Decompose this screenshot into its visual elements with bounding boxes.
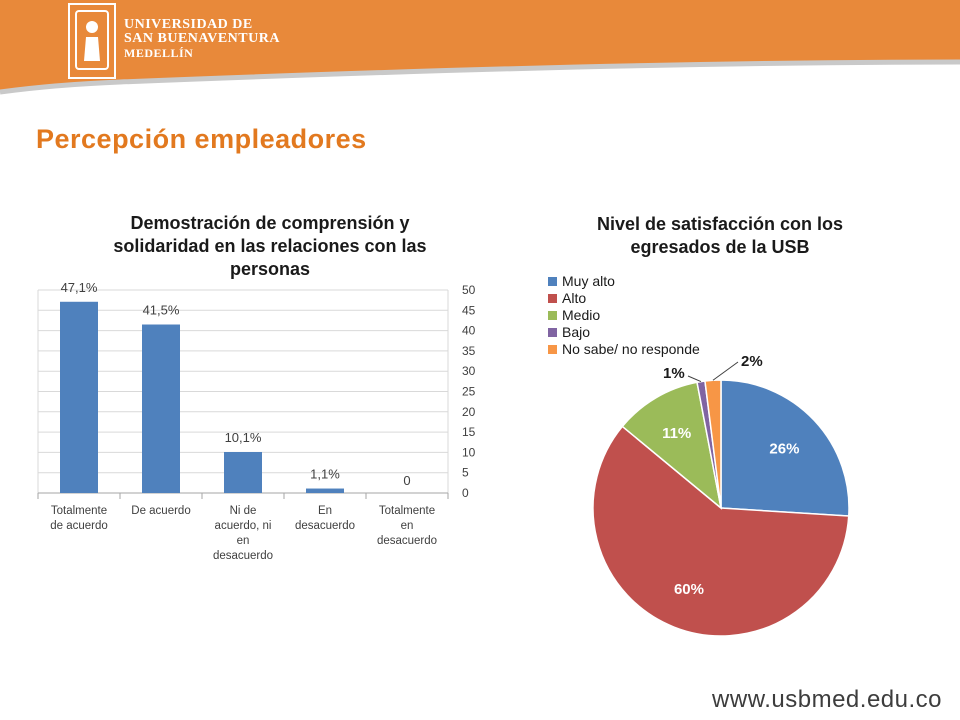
y-tick-label: 0 — [462, 486, 469, 500]
data-label: 47,1% — [61, 280, 98, 295]
university-logo — [68, 3, 116, 79]
y-tick-label: 50 — [462, 283, 476, 297]
bar — [60, 301, 98, 493]
y-tick-label: 5 — [462, 466, 469, 480]
bar-chart-title: Demostración de comprensión y solidarida… — [113, 213, 427, 279]
legend-label: Medio — [562, 307, 601, 323]
y-tick-label: 25 — [462, 385, 476, 399]
legend-label: Muy alto — [562, 273, 615, 289]
y-tick-label: 20 — [462, 405, 476, 419]
y-tick-label: 45 — [462, 303, 476, 317]
pie-slice — [621, 381, 723, 510]
leader-line — [712, 361, 739, 381]
legend-item: Alto — [548, 290, 700, 307]
x-tick-label: Totalmente de acuerdo — [50, 505, 108, 532]
y-tick-label: 15 — [462, 425, 476, 439]
university-name-line3: MEDELLÍN — [124, 46, 194, 60]
data-label: 1,1% — [310, 467, 340, 482]
legend-item: Muy alto — [548, 273, 700, 290]
legend-swatch — [548, 294, 557, 303]
page-title: Percepción empleadores — [36, 124, 367, 154]
bar — [142, 324, 180, 493]
legend-swatch — [548, 277, 557, 286]
pie-legend: Muy alto Alto Medio Bajo No sabe/ no respond… — [548, 273, 700, 358]
header-band — [0, 0, 960, 95]
legend-label: Alto — [562, 290, 587, 306]
x-tick-label: En desacuerdo — [295, 505, 355, 532]
x-tick-label: Totalmente en desacuerdo — [377, 505, 437, 547]
leader-line — [687, 375, 702, 383]
data-label: 0 — [403, 473, 410, 488]
legend-swatch — [548, 328, 557, 337]
bar — [306, 488, 344, 493]
legend-swatch — [548, 345, 557, 354]
pie-slice — [704, 379, 722, 509]
y-tick-label: 40 — [462, 324, 476, 338]
pie-slice — [592, 425, 850, 637]
x-tick-label: Ni de acuerdo, ni en desacuerdo — [213, 505, 273, 562]
university-name: UNIVERSIDAD DE SAN BUENAVENTURA MEDELLÍN — [124, 17, 280, 61]
pie-chart-title: Nivel de satisfacción con los egresados … — [596, 214, 844, 257]
y-tick-label: 10 — [462, 445, 476, 459]
y-tick-label: 30 — [462, 364, 476, 378]
x-tick-label: De acuerdo — [131, 505, 190, 517]
university-name-line1: UNIVERSIDAD DE — [124, 17, 253, 32]
header-banner: UNIVERSIDAD DE SAN BUENAVENTURA MEDELLÍN — [0, 0, 960, 96]
pie-data-label: 2% — [741, 353, 763, 370]
legend-swatch — [548, 311, 557, 320]
legend-item: Bajo — [548, 324, 700, 341]
university-name-line2: SAN BUENAVENTURA — [124, 31, 280, 46]
legend-item: No sabe/ no responde — [548, 341, 700, 358]
pie-data-label: 1% — [663, 365, 685, 382]
seal-icon — [75, 10, 109, 70]
bar — [224, 451, 262, 493]
legend-item: Medio — [548, 307, 700, 324]
pie-data-label: 26% — [769, 440, 799, 457]
data-label: 41,5% — [143, 303, 180, 318]
footer-url: www.usbmed.edu.co — [712, 686, 942, 713]
y-tick-label: 35 — [462, 344, 476, 358]
data-label: 10,1% — [225, 430, 262, 445]
pie-data-label: 11% — [662, 425, 691, 442]
legend-label: No sabe/ no responde — [562, 341, 700, 357]
legend-label: Bajo — [562, 324, 591, 340]
pie-slice — [720, 379, 850, 517]
pie-data-label: 60% — [674, 581, 704, 598]
